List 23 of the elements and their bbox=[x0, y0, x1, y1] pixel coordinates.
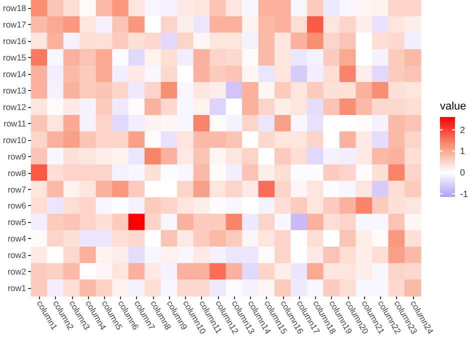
y-tick-label: row6 bbox=[8, 200, 26, 211]
y-tick-label: row7 bbox=[8, 184, 26, 194]
y-tick-label: row4 bbox=[8, 234, 26, 244]
y-tick-label: row12 bbox=[2, 102, 26, 112]
y-tick-label: row2 bbox=[8, 266, 26, 277]
y-tick-label: row8 bbox=[8, 168, 26, 178]
y-tick-label: row5 bbox=[8, 217, 26, 228]
y-tick-label: row18 bbox=[2, 3, 26, 14]
y-tick-label: row13 bbox=[2, 86, 26, 96]
y-tick-label: row10 bbox=[2, 134, 26, 145]
y-tick-label: row14 bbox=[2, 69, 26, 80]
color-bar-label: 2 bbox=[460, 124, 466, 135]
y-tick-label: row17 bbox=[2, 20, 26, 30]
y-tick-label: row1 bbox=[8, 283, 26, 294]
y-tick-label: row15 bbox=[2, 52, 26, 63]
color-bar-label: 0 bbox=[460, 167, 466, 178]
y-tick-label: row3 bbox=[8, 250, 26, 260]
y-tick-label: row16 bbox=[2, 36, 26, 46]
y-tick-label: row11 bbox=[4, 118, 26, 128]
color-bar-label: 1 bbox=[460, 146, 466, 156]
color-bar-label: -1 bbox=[460, 188, 468, 199]
color-bar-title: value bbox=[440, 100, 466, 112]
y-tick-label: row9 bbox=[8, 151, 26, 162]
